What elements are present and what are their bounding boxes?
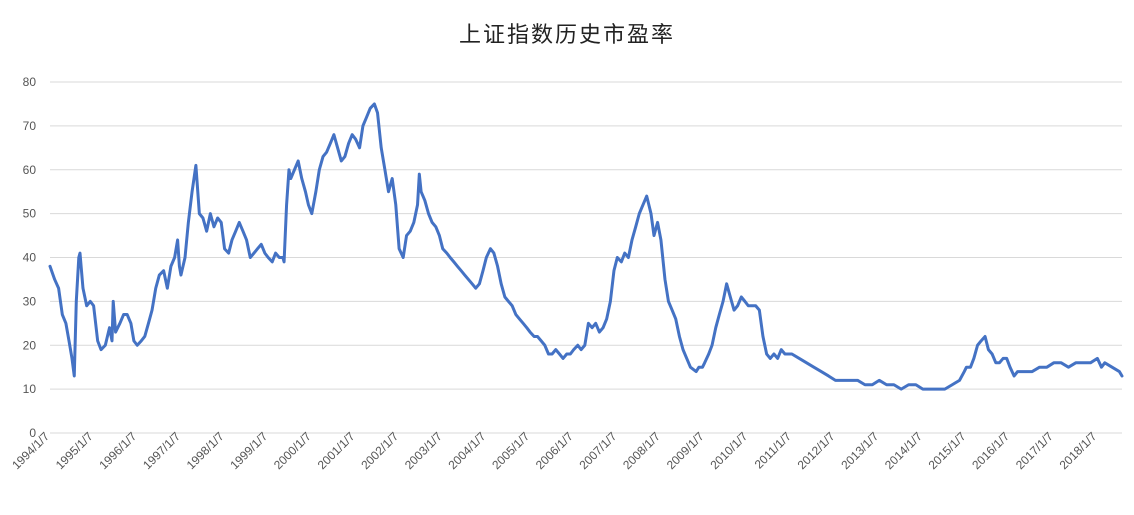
x-tick-label: 2005/1/7 [489,429,532,472]
x-tick-label: 2015/1/7 [926,429,969,472]
x-tick-label: 2001/1/7 [315,429,358,472]
chart-title: 上证指数历史市盈率 [459,23,675,48]
y-tick-label: 10 [23,382,37,396]
x-tick-label: 2011/1/7 [752,429,795,472]
x-tick-label: 2007/1/7 [576,429,619,472]
series-layer [48,102,1124,391]
y-tick-label: 0 [29,426,36,440]
x-tick-label: 1995/1/7 [53,429,96,472]
y-tick-label: 60 [23,163,37,177]
series-line [48,102,1124,391]
x-tick-label: 1998/1/7 [184,429,227,472]
grid [50,81,1122,434]
x-tick-label: 2004/1/7 [446,429,489,472]
x-tick-label: 2014/1/7 [882,429,925,472]
x-tick-label: 2017/1/7 [1013,429,1056,472]
x-tick-label: 2002/1/7 [358,429,401,472]
y-axis-ticks: 0 10 20 30 40 50 60 70 80 [23,75,37,440]
x-tick-label: 2010/1/7 [707,429,750,472]
x-tick-label: 2018/1/7 [1057,429,1100,472]
x-tick-label: 2009/1/7 [664,429,707,472]
x-tick-label: 2016/1/7 [969,429,1012,472]
x-tick-label: 2012/1/7 [795,429,838,472]
x-tick-label: 1997/1/7 [140,429,183,472]
y-tick-label: 40 [23,251,37,265]
x-tick-label: 2008/1/7 [620,429,663,472]
x-tick-label: 2003/1/7 [402,429,445,472]
x-tick-label: 2013/1/7 [838,429,881,472]
x-tick-label: 1999/1/7 [227,429,270,472]
y-tick-label: 50 [23,207,37,221]
x-tick-label: 2000/1/7 [271,429,314,472]
y-tick-label: 70 [23,119,37,133]
y-tick-label: 20 [23,338,37,352]
y-tick-label: 80 [23,75,37,89]
x-axis-ticks: 1994/1/7 1995/1/7 1996/1/7 1997/1/7 1998/1/7… [9,429,1100,472]
y-tick-label: 30 [23,294,37,308]
x-tick-label: 2006/1/7 [533,429,576,472]
x-tick-label: 1996/1/7 [96,429,139,472]
